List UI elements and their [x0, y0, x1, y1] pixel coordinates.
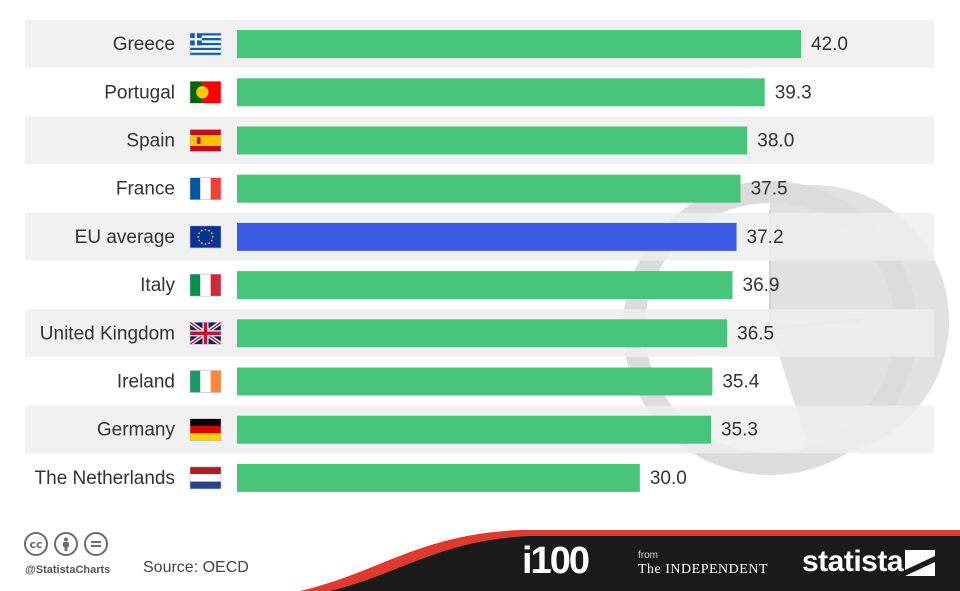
value-label: 42.0: [811, 34, 848, 55]
no-derivatives-icon: [84, 532, 108, 556]
chart-row: Spain 38.0: [25, 116, 934, 165]
category-label: EU average: [75, 227, 175, 248]
chart-row: Portugal 39.3: [104, 78, 812, 107]
value-label: 35.4: [722, 372, 759, 393]
bar: [237, 463, 640, 492]
i100-logo: i100: [522, 540, 590, 582]
spain-flag-icon: [189, 129, 222, 152]
france-flag-icon: [189, 177, 222, 200]
attribution-icon: [54, 532, 78, 556]
category-label: United Kingdom: [40, 323, 175, 344]
bar: [237, 78, 765, 107]
united-kingdom-flag-icon: [188, 320, 223, 346]
bar: [237, 319, 728, 348]
statista-logo: statista: [802, 545, 904, 578]
bar: [237, 415, 712, 444]
cc-icon: cc: [24, 532, 48, 556]
chart-row: EU average 37.2: [25, 212, 934, 261]
statista-handle: @StatistaCharts: [25, 564, 111, 576]
footer-band: [300, 530, 960, 591]
bar: [237, 222, 737, 251]
bar: [237, 174, 741, 203]
bar: [237, 367, 713, 396]
bar: [237, 30, 801, 59]
value-label: 30.0: [650, 468, 687, 489]
footer: cc @StatistaCharts Source: OECD i100 fro…: [0, 512, 960, 591]
chart-row: Ireland 35.4: [117, 367, 760, 396]
category-label: Ireland: [117, 372, 175, 393]
value-label: 38.0: [757, 131, 794, 152]
license-icons: cc: [24, 532, 108, 556]
statista-mark-icon: [905, 550, 935, 576]
category-label: France: [116, 179, 175, 200]
value-label: 37.2: [747, 227, 784, 248]
category-label: Portugal: [104, 82, 175, 103]
category-label: Spain: [126, 131, 175, 152]
value-label: 36.9: [743, 275, 780, 296]
germany-flag-icon: [189, 418, 222, 442]
independent-logo: The INDEPENDENT: [638, 562, 768, 577]
ireland-flag-icon: [189, 370, 222, 393]
category-label: Germany: [97, 420, 176, 441]
chart-row: Italy 36.9: [140, 271, 780, 300]
category-label: The Netherlands: [35, 468, 175, 489]
source-note: Source: OECD: [143, 559, 249, 576]
italy-flag-icon: [189, 273, 222, 297]
chart-row: The Netherlands 30.0: [35, 463, 687, 492]
chart-row: Greece 42.0: [25, 20, 934, 68]
chart-row: United Kingdom 36.5: [25, 309, 934, 357]
chart-row: France 37.5: [116, 174, 788, 203]
category-label: Greece: [113, 34, 175, 55]
bar: [237, 126, 748, 155]
value-label: 37.5: [751, 179, 788, 200]
from-label: from: [638, 550, 658, 561]
category-label: Italy: [140, 275, 175, 296]
value-label: 39.3: [775, 82, 812, 103]
chart-row: Germany 35.3: [25, 405, 934, 454]
netherlands-flag-icon: [189, 466, 222, 490]
value-label: 36.5: [737, 323, 774, 344]
portugal-flag-icon: [189, 81, 222, 104]
bar: [237, 271, 733, 300]
bar-chart: Greece 42.0 Portugal 39.3 Spain 38.0 France 37.…: [25, 20, 950, 492]
eu-flag-icon: [189, 225, 222, 249]
greece-flag-icon: [189, 32, 222, 56]
value-label: 35.3: [721, 420, 758, 441]
